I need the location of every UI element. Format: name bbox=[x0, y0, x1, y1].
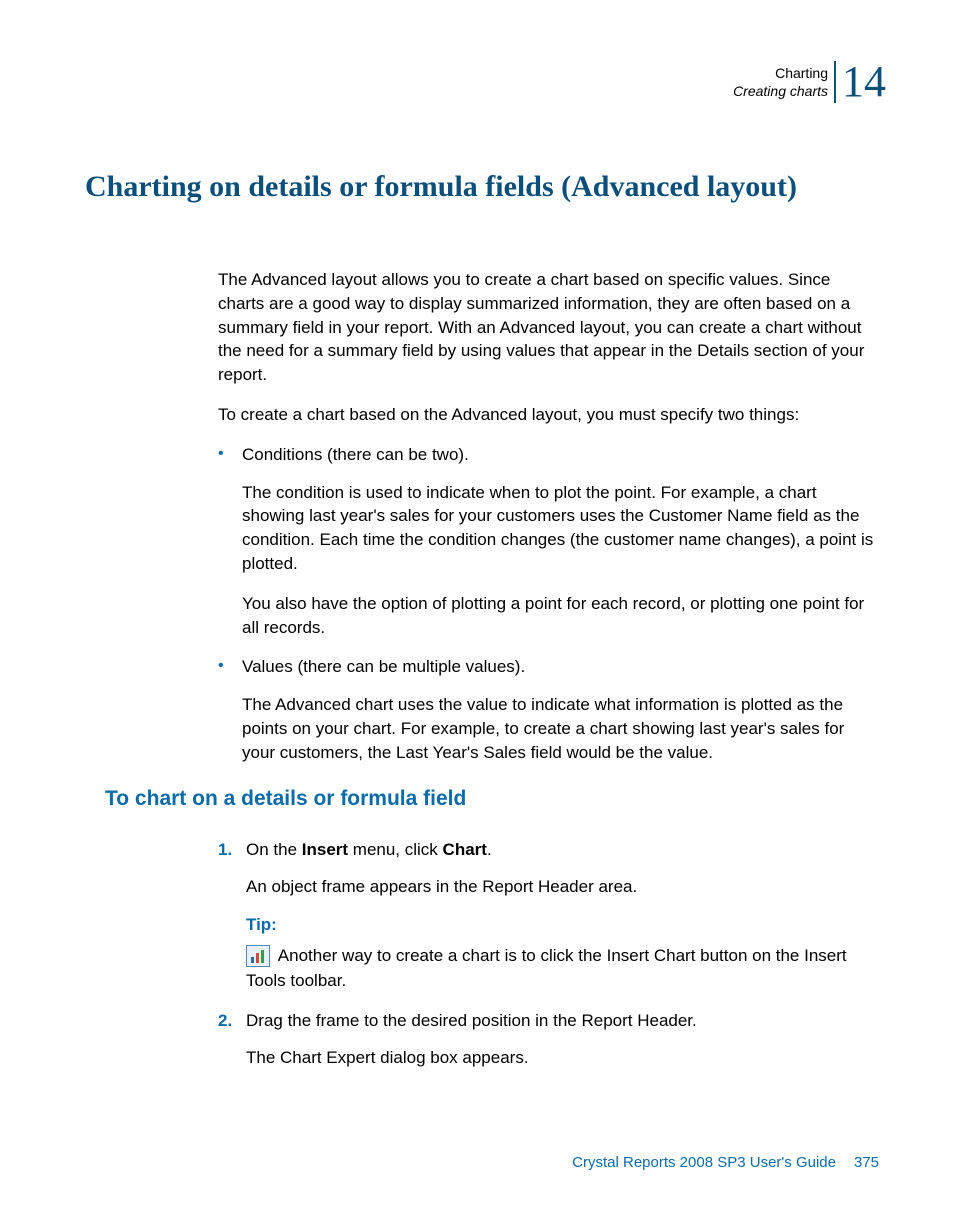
step-1-bold-chart: Chart bbox=[443, 840, 487, 859]
step-1-sub: An object frame appears in the Report He… bbox=[246, 875, 874, 900]
section-heading: To chart on a details or formula field bbox=[105, 787, 466, 811]
page-header: Charting Creating charts 14 bbox=[733, 60, 886, 104]
step-1-mid: menu, click bbox=[348, 840, 442, 859]
step-text: On the Insert menu, click Chart. bbox=[246, 838, 874, 863]
bullet-text: Conditions (there can be two). bbox=[242, 443, 874, 467]
step-1: 1. On the Insert menu, click Chart. bbox=[218, 838, 874, 863]
steps-content: 1. On the Insert menu, click Chart. An o… bbox=[218, 838, 874, 1084]
bullet-text: Values (there can be multiple values). bbox=[242, 655, 874, 679]
tip-body: Another way to create a chart is to clic… bbox=[246, 944, 874, 993]
page-title: Charting on details or formula fields (A… bbox=[85, 168, 886, 206]
header-text-block: Charting Creating charts bbox=[733, 64, 828, 100]
intro-paragraph-1: The Advanced layout allows you to create… bbox=[218, 268, 874, 387]
step-number: 1. bbox=[218, 838, 246, 863]
tip-label: Tip: bbox=[246, 913, 874, 938]
header-divider bbox=[834, 61, 836, 103]
footer-page-number: 375 bbox=[854, 1154, 879, 1171]
header-section-name: Creating charts bbox=[733, 82, 828, 100]
header-chapter-name: Charting bbox=[733, 64, 828, 82]
chapter-number: 14 bbox=[842, 60, 886, 104]
bullet-item-values: • Values (there can be multiple values). bbox=[218, 655, 874, 679]
step-text: Drag the frame to the desired position i… bbox=[246, 1009, 874, 1034]
conditions-sub-2: You also have the option of plotting a p… bbox=[242, 592, 874, 640]
step-number: 2. bbox=[218, 1009, 246, 1034]
tip-text: Another way to create a chart is to clic… bbox=[246, 946, 847, 990]
values-sub-1: The Advanced chart uses the value to ind… bbox=[242, 693, 874, 764]
conditions-sub-1: The condition is used to indicate when t… bbox=[242, 481, 874, 576]
step-1-bold-insert: Insert bbox=[302, 840, 348, 859]
bullet-marker: • bbox=[218, 443, 242, 467]
insert-chart-icon bbox=[246, 945, 270, 967]
page-footer: Crystal Reports 2008 SP3 User's Guide 375 bbox=[572, 1154, 879, 1171]
step-1-post: . bbox=[487, 840, 492, 859]
bullet-marker: • bbox=[218, 655, 242, 679]
step-1-pre: On the bbox=[246, 840, 302, 859]
step-2: 2. Drag the frame to the desired positio… bbox=[218, 1009, 874, 1034]
bullet-item-conditions: • Conditions (there can be two). bbox=[218, 443, 874, 467]
step-2-sub: The Chart Expert dialog box appears. bbox=[246, 1046, 874, 1071]
body-content: The Advanced layout allows you to create… bbox=[218, 268, 874, 781]
footer-guide-name: Crystal Reports 2008 SP3 User's Guide bbox=[572, 1154, 836, 1171]
intro-paragraph-2: To create a chart based on the Advanced … bbox=[218, 403, 874, 427]
